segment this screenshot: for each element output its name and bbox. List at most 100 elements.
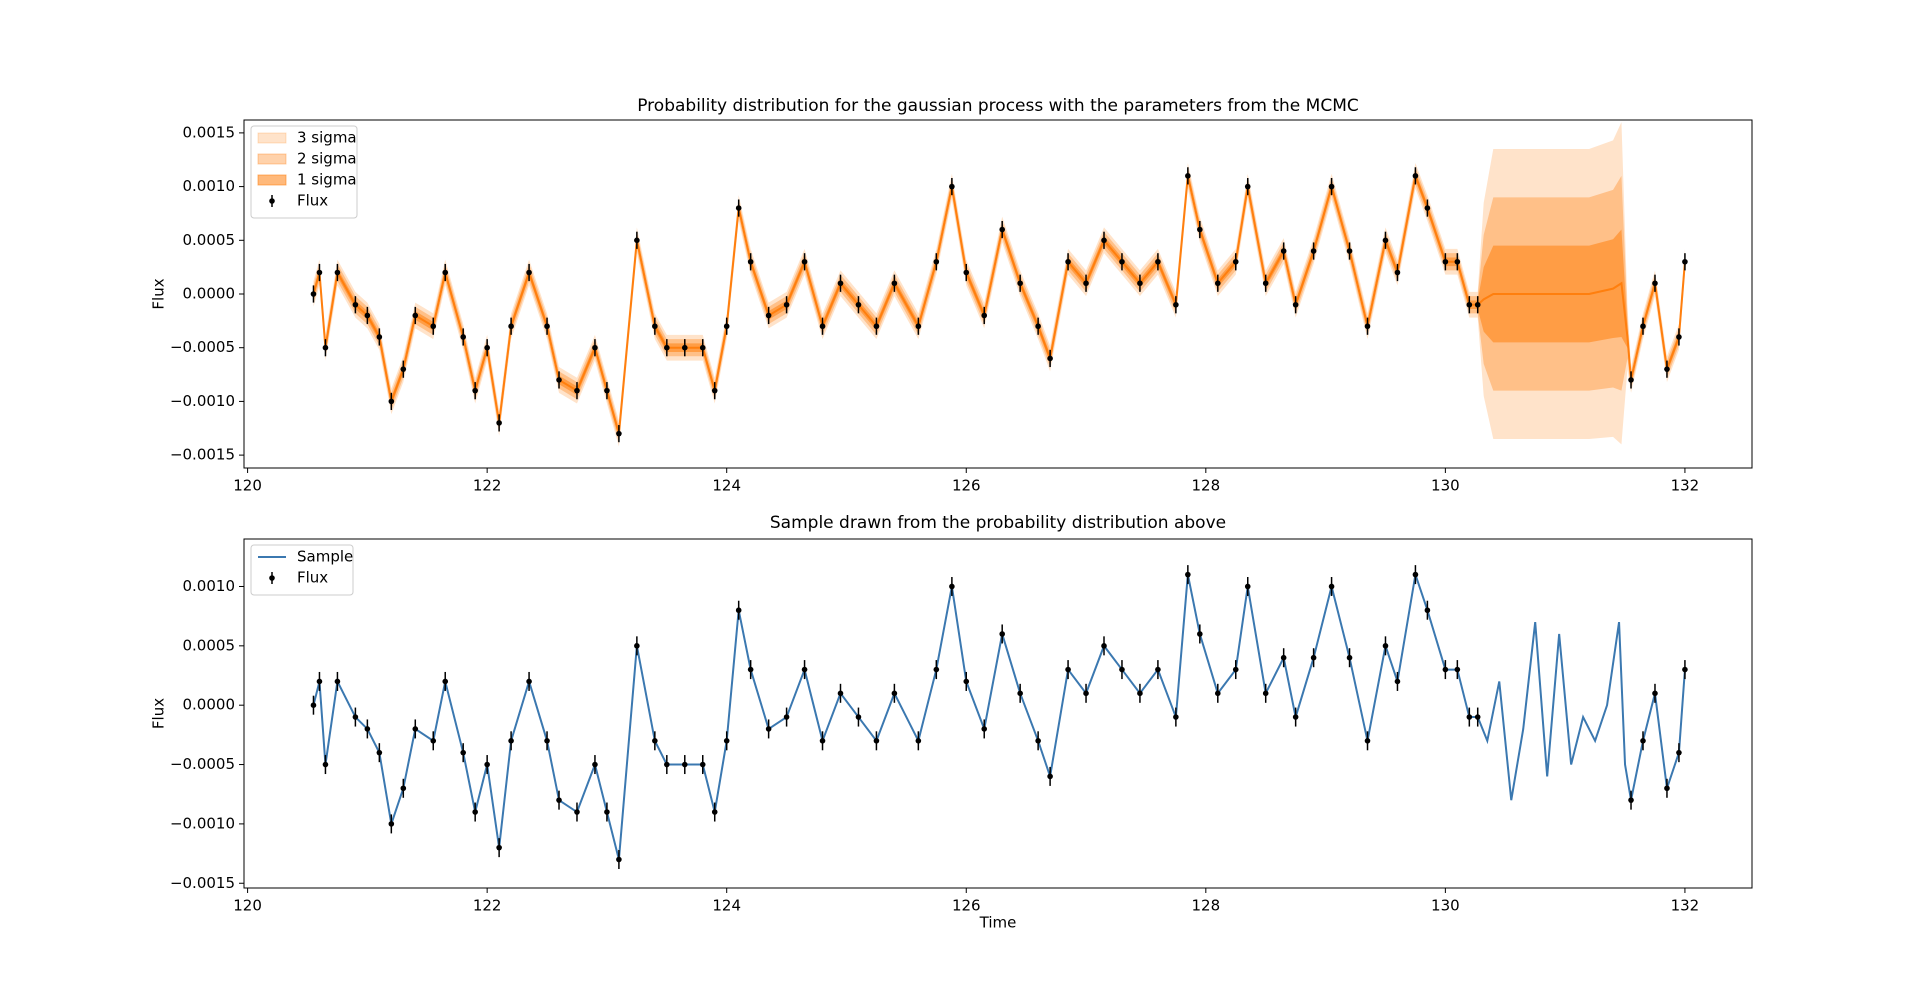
flux-point (1119, 258, 1125, 265)
y-tick-label: 0.0015 (183, 123, 236, 141)
flux-point (1065, 258, 1071, 265)
flux-point (963, 678, 970, 685)
y-tick-label: 0.0005 (183, 231, 236, 249)
flux-point (999, 631, 1005, 637)
flux-point (1119, 666, 1125, 673)
flux-point (1280, 248, 1287, 254)
flux-point (1394, 269, 1401, 276)
flux-point (322, 344, 329, 351)
legend-swatch (257, 153, 287, 165)
flux-point (1364, 323, 1371, 330)
x-tick-label: 120 (233, 477, 262, 495)
legend-label: 3 sigma (297, 129, 357, 147)
flux-point (526, 269, 532, 276)
flux-point (352, 714, 359, 720)
flux-point (364, 726, 371, 732)
flux-point (1101, 643, 1107, 649)
flux-point (1682, 666, 1688, 673)
flux-point (364, 312, 371, 319)
flux-point (616, 856, 622, 863)
legend-marker (269, 575, 275, 581)
flux-point (544, 323, 550, 330)
flux-point (442, 678, 449, 685)
flux-point (681, 761, 688, 768)
flux-point (1664, 785, 1670, 792)
flux-point (1214, 280, 1221, 287)
flux-point (460, 334, 466, 340)
flux-point (316, 678, 323, 685)
axes-frame (243, 538, 1753, 889)
flux-point (310, 291, 317, 297)
flux-point (1185, 173, 1191, 179)
flux-point (652, 323, 658, 330)
flux-point (723, 738, 730, 744)
flux-point (837, 280, 844, 287)
flux-point (711, 387, 718, 394)
flux-point (1197, 631, 1203, 637)
x-tick-label: 130 (1431, 477, 1460, 495)
flux-point (711, 809, 718, 815)
flux-point (819, 323, 826, 330)
sample-line (312, 574, 1686, 860)
flux-point (664, 344, 670, 351)
flux-point (388, 821, 395, 827)
flux-point (1682, 258, 1688, 265)
flux-point (999, 226, 1005, 233)
flux-point (334, 678, 341, 685)
flux-point (1173, 301, 1179, 308)
flux-point (1047, 355, 1053, 362)
flux-point (963, 269, 970, 276)
flux-point (915, 323, 922, 330)
flux-point (747, 258, 754, 265)
y-axis-label: Flux (150, 698, 168, 729)
flux-point (1382, 643, 1389, 649)
x-tick-label: 126 (952, 477, 981, 495)
flux-point (574, 387, 580, 394)
flux-point (1412, 173, 1419, 179)
y-axis-label: Flux (150, 278, 168, 309)
flux-point (1292, 714, 1299, 720)
flux-point (376, 334, 383, 340)
flux-point (604, 387, 610, 394)
flux-point (1137, 280, 1143, 287)
legend-label: 1 sigma (297, 171, 357, 189)
flux-point (819, 738, 826, 744)
flux-point (400, 366, 407, 372)
x-tick-label: 122 (473, 897, 502, 915)
flux-point (1262, 280, 1269, 287)
axes-frame (243, 119, 1753, 469)
legend: Sample Flux (250, 544, 354, 596)
flux-point (1214, 690, 1221, 697)
flux-point (496, 420, 502, 426)
flux-point (855, 714, 862, 720)
flux-point (1155, 258, 1161, 265)
flux-point (735, 607, 742, 614)
flux-point (855, 301, 862, 308)
flux-point (801, 666, 808, 673)
flux-point (873, 738, 880, 744)
flux-point (412, 312, 419, 319)
flux-point (801, 258, 808, 265)
flux-point (1232, 258, 1239, 265)
flux-point (574, 809, 580, 815)
flux-point (412, 726, 419, 732)
flux-point (1474, 301, 1481, 308)
flux-point (1652, 690, 1658, 697)
flux-point (723, 323, 730, 330)
flux-point (981, 726, 988, 732)
flux-point (1454, 666, 1461, 673)
flux-point (981, 312, 988, 319)
flux-point (1328, 583, 1335, 590)
flux-point (1364, 738, 1371, 744)
legend-label: 2 sigma (297, 150, 357, 168)
y-tick-label: 0.0010 (183, 177, 236, 195)
flux-point (1676, 334, 1682, 340)
x-tick-label: 130 (1431, 897, 1460, 915)
flux-point (508, 323, 514, 330)
flux-point (891, 280, 898, 287)
flux-point (1442, 258, 1449, 265)
flux-point (430, 323, 437, 330)
flux-point (1232, 666, 1239, 673)
flux-point (699, 344, 706, 351)
